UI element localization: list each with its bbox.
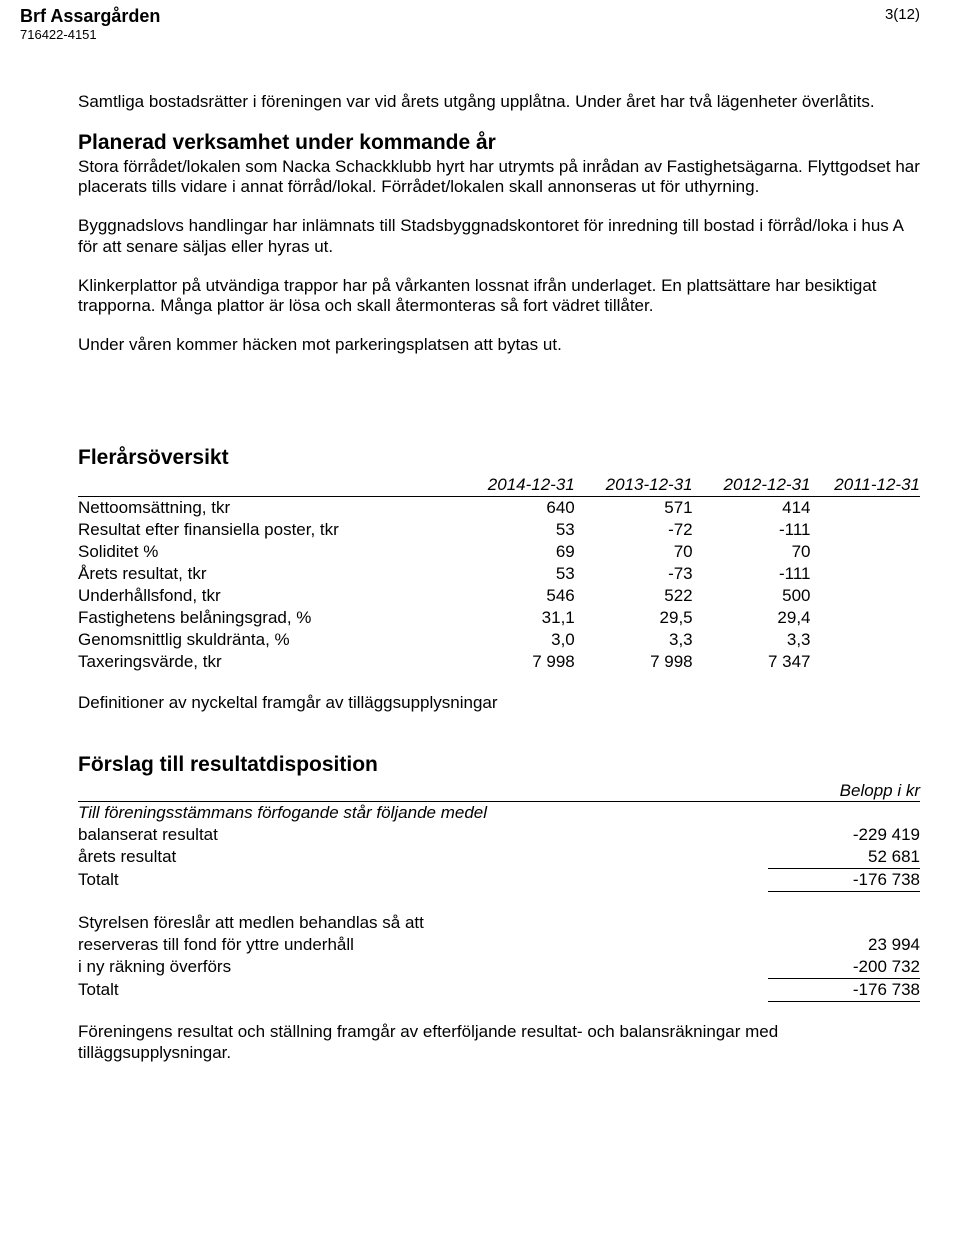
page-number: 3(12) — [885, 6, 920, 23]
table-row: årets resultat 52 681 — [78, 846, 920, 869]
page: Brf Assargården 716422-4151 3(12) Samtli… — [0, 0, 960, 1093]
table-cell: 7 347 — [693, 651, 811, 673]
multi-year-table: 2014-12-31 2013-12-31 2012-12-31 2011-12… — [78, 474, 920, 673]
table-cell: 53 — [457, 519, 575, 541]
table-row-gap — [78, 891, 920, 912]
table-cell: -229 419 — [768, 824, 920, 846]
paragraph: Byggnadslovs handlingar har inlämnats ti… — [78, 216, 920, 257]
table-cell — [811, 519, 920, 541]
table-cell: 70 — [693, 541, 811, 563]
table-cell: 69 — [457, 541, 575, 563]
page-header: Brf Assargården 716422-4151 3(12) — [20, 6, 920, 42]
table-row: Till föreningsstämmans förfogande står f… — [78, 801, 920, 824]
definitions-note: Definitioner av nyckeltal framgår av til… — [78, 693, 920, 713]
table-cell: 3,3 — [693, 629, 811, 651]
intro-paragraph: Samtliga bostadsrätter i föreningen var … — [78, 92, 920, 113]
table-row: Soliditet %697070 — [78, 541, 920, 563]
org-block: Brf Assargården 716422-4151 — [20, 6, 160, 42]
paragraph: Klinkerplattor på utvändiga trappor har … — [78, 276, 920, 317]
table-row: Styrelsen föreslår att medlen behandlas … — [78, 912, 920, 934]
table-cell: 7 998 — [457, 651, 575, 673]
org-id: 716422-4151 — [20, 27, 160, 42]
table-cell — [811, 607, 920, 629]
table-row: Underhållsfond, tkr546522500 — [78, 585, 920, 607]
paragraph: Stora förrådet/lokalen som Nacka Schackk… — [78, 157, 920, 198]
disposition-intro: Till föreningsstämmans förfogande står f… — [78, 801, 768, 824]
table-header-cell: 2011-12-31 — [811, 474, 920, 497]
table-cell: årets resultat — [78, 846, 768, 869]
table-cell — [811, 563, 920, 585]
table-row: Taxeringsvärde, tkr7 9987 9987 347 — [78, 651, 920, 673]
table-cell: -200 732 — [768, 956, 920, 979]
table-row: Resultat efter finansiella poster, tkr53… — [78, 519, 920, 541]
table-cell: Resultat efter finansiella poster, tkr — [78, 519, 457, 541]
table-cell: 546 — [457, 585, 575, 607]
disposition-table: Till föreningsstämmans förfogande står f… — [78, 801, 920, 1002]
table-cell: balanserat resultat — [78, 824, 768, 846]
table-cell: 3,3 — [575, 629, 693, 651]
table-cell: reserveras till fond för yttre underhåll — [78, 934, 768, 956]
table-row: Genomsnittlig skuldränta, %3,03,33,3 — [78, 629, 920, 651]
table-cell — [811, 585, 920, 607]
footer-paragraph: Föreningens resultat och ställning framg… — [78, 1022, 920, 1063]
table-cell: -72 — [575, 519, 693, 541]
table-row: reserveras till fond för yttre underhåll… — [78, 934, 920, 956]
table-cell — [811, 541, 920, 563]
table-cell — [811, 496, 920, 519]
table-row: Årets resultat, tkr53-73-111 — [78, 563, 920, 585]
table-cell: Underhållsfond, tkr — [78, 585, 457, 607]
content: Samtliga bostadsrätter i föreningen var … — [78, 92, 920, 1063]
table-cell: 522 — [575, 585, 693, 607]
currency-unit-label: Belopp i kr — [78, 781, 920, 801]
table-header-cell: 2014-12-31 — [457, 474, 575, 497]
table-row-total: Totalt -176 738 — [78, 868, 920, 891]
table-cell — [811, 629, 920, 651]
table-cell: Fastighetens belåningsgrad, % — [78, 607, 457, 629]
section-heading-flerarsoversikt: Flerårsöversikt — [78, 446, 920, 470]
section-heading-planerad: Planerad verksamhet under kommande år — [78, 131, 920, 155]
table-cell: -111 — [693, 563, 811, 585]
table-header-cell: 2013-12-31 — [575, 474, 693, 497]
table-cell: Taxeringsvärde, tkr — [78, 651, 457, 673]
table-cell: 29,4 — [693, 607, 811, 629]
table-row: i ny räkning överförs -200 732 — [78, 956, 920, 979]
table-cell: Nettoomsättning, tkr — [78, 496, 457, 519]
table-cell: -111 — [693, 519, 811, 541]
table-cell: -176 738 — [768, 868, 920, 891]
table-cell: Totalt — [78, 868, 768, 891]
table-cell: 52 681 — [768, 846, 920, 869]
table-header-cell: 2012-12-31 — [693, 474, 811, 497]
table-cell: 500 — [693, 585, 811, 607]
table-header-cell — [78, 474, 457, 497]
table-cell — [768, 801, 920, 824]
table-header-row: 2014-12-31 2013-12-31 2012-12-31 2011-12… — [78, 474, 920, 497]
table-cell: -176 738 — [768, 978, 920, 1001]
table-cell: 7 998 — [575, 651, 693, 673]
table-cell: Totalt — [78, 978, 768, 1001]
table-row-total: Totalt -176 738 — [78, 978, 920, 1001]
table-cell — [768, 912, 920, 934]
paragraph: Under våren kommer häcken mot parkerings… — [78, 335, 920, 356]
table-cell: Årets resultat, tkr — [78, 563, 457, 585]
table-cell: Soliditet % — [78, 541, 457, 563]
table-cell — [811, 651, 920, 673]
table-row: Fastighetens belåningsgrad, %31,129,529,… — [78, 607, 920, 629]
table-cell: -73 — [575, 563, 693, 585]
org-name: Brf Assargården — [20, 6, 160, 27]
disposition-intro2: Styrelsen föreslår att medlen behandlas … — [78, 912, 768, 934]
table-cell: i ny räkning överförs — [78, 956, 768, 979]
table-cell: Genomsnittlig skuldränta, % — [78, 629, 457, 651]
table-cell: 31,1 — [457, 607, 575, 629]
table-cell: 53 — [457, 563, 575, 585]
table-row: balanserat resultat -229 419 — [78, 824, 920, 846]
table-cell: 23 994 — [768, 934, 920, 956]
table-cell: 70 — [575, 541, 693, 563]
table-cell: 29,5 — [575, 607, 693, 629]
table-cell: 640 — [457, 496, 575, 519]
table-cell: 3,0 — [457, 629, 575, 651]
table-row: Nettoomsättning, tkr640571414 — [78, 496, 920, 519]
section-heading-disposition: Förslag till resultatdisposition — [78, 753, 920, 777]
table-cell: 414 — [693, 496, 811, 519]
table-cell: 571 — [575, 496, 693, 519]
